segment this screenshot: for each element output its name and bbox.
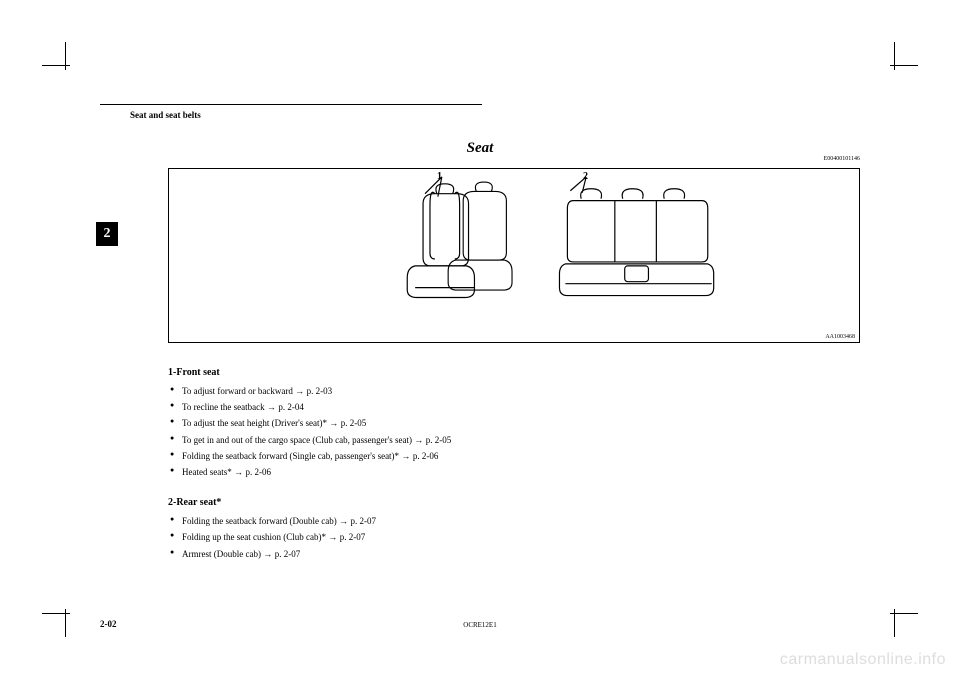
chapter-tab: 2 [96,222,118,246]
arrow-icon: → [263,549,275,559]
figure-callout-2: 2 [583,171,588,182]
item-text: Folding up the seat cushion (Club cab)* [182,532,328,542]
list-item: To recline the seatback → p. 2-04 [168,399,860,415]
list-item: To adjust the seat height (Driver's seat… [168,415,860,431]
arrow-icon: → [267,402,279,412]
arrow-icon: → [339,516,351,526]
list-item: Folding the seatback forward (Single cab… [168,448,860,464]
watermark: carmanualsonline.info [780,651,946,669]
section-label: Seat and seat belts [130,110,201,120]
seat-figure: 1 2 AA1003468 [168,168,860,343]
item-text: Heated seats* [182,467,234,477]
seat-diagram-svg [169,169,859,342]
rear-seat-heading: 2-Rear seat* [168,494,860,512]
item-ref: p. 2-06 [413,451,439,461]
list-item: Folding the seatback forward (Double cab… [168,513,860,529]
item-ref: p. 2-05 [341,418,367,428]
crop-mark [894,609,895,637]
item-text: To adjust the seat height (Driver's seat… [182,418,329,428]
front-seat-heading: 1-Front seat [168,364,860,382]
crop-mark [894,42,895,70]
content-body: 1-Front seat To adjust forward or backwa… [168,360,860,562]
list-item: Folding up the seat cushion (Club cab)* … [168,529,860,545]
page-body: Seat and seat belts Seat E00400101146 2 [100,80,860,629]
crop-mark [65,42,66,70]
item-text: To get in and out of the cargo space (Cl… [182,435,414,445]
item-ref: p. 2-07 [275,549,301,559]
list-item: Armrest (Double cab) → p. 2-07 [168,546,860,562]
item-ref: p. 2-07 [340,532,366,542]
arrow-icon: → [401,451,413,461]
arrow-icon: → [414,435,426,445]
item-text: To adjust forward or backward [182,386,295,396]
crop-mark [65,609,66,637]
item-ref: p. 2-05 [426,435,452,445]
footer-code: OCRE12E1 [100,621,860,629]
item-text: Folding the seatback forward (Double cab… [182,516,339,526]
figure-code: AA1003468 [825,334,855,340]
arrow-icon: → [328,532,340,542]
figure-callout-1: 1 [437,171,442,182]
page-title: Seat [100,140,860,157]
arrow-icon: → [234,467,246,477]
item-ref: p. 2-06 [246,467,272,477]
item-text: Folding the seatback forward (Single cab… [182,451,401,461]
arrow-icon: → [329,418,341,428]
document-code: E00400101146 [824,156,860,162]
item-text: To recline the seatback [182,402,267,412]
item-ref: p. 2-03 [307,386,333,396]
list-item: To get in and out of the cargo space (Cl… [168,432,860,448]
list-item: To adjust forward or backward → p. 2-03 [168,383,860,399]
item-ref: p. 2-04 [278,402,304,412]
arrow-icon: → [295,386,307,396]
item-text: Armrest (Double cab) [182,549,263,559]
list-item: Heated seats* → p. 2-06 [168,464,860,480]
item-ref: p. 2-07 [350,516,376,526]
header-rule [100,104,482,105]
